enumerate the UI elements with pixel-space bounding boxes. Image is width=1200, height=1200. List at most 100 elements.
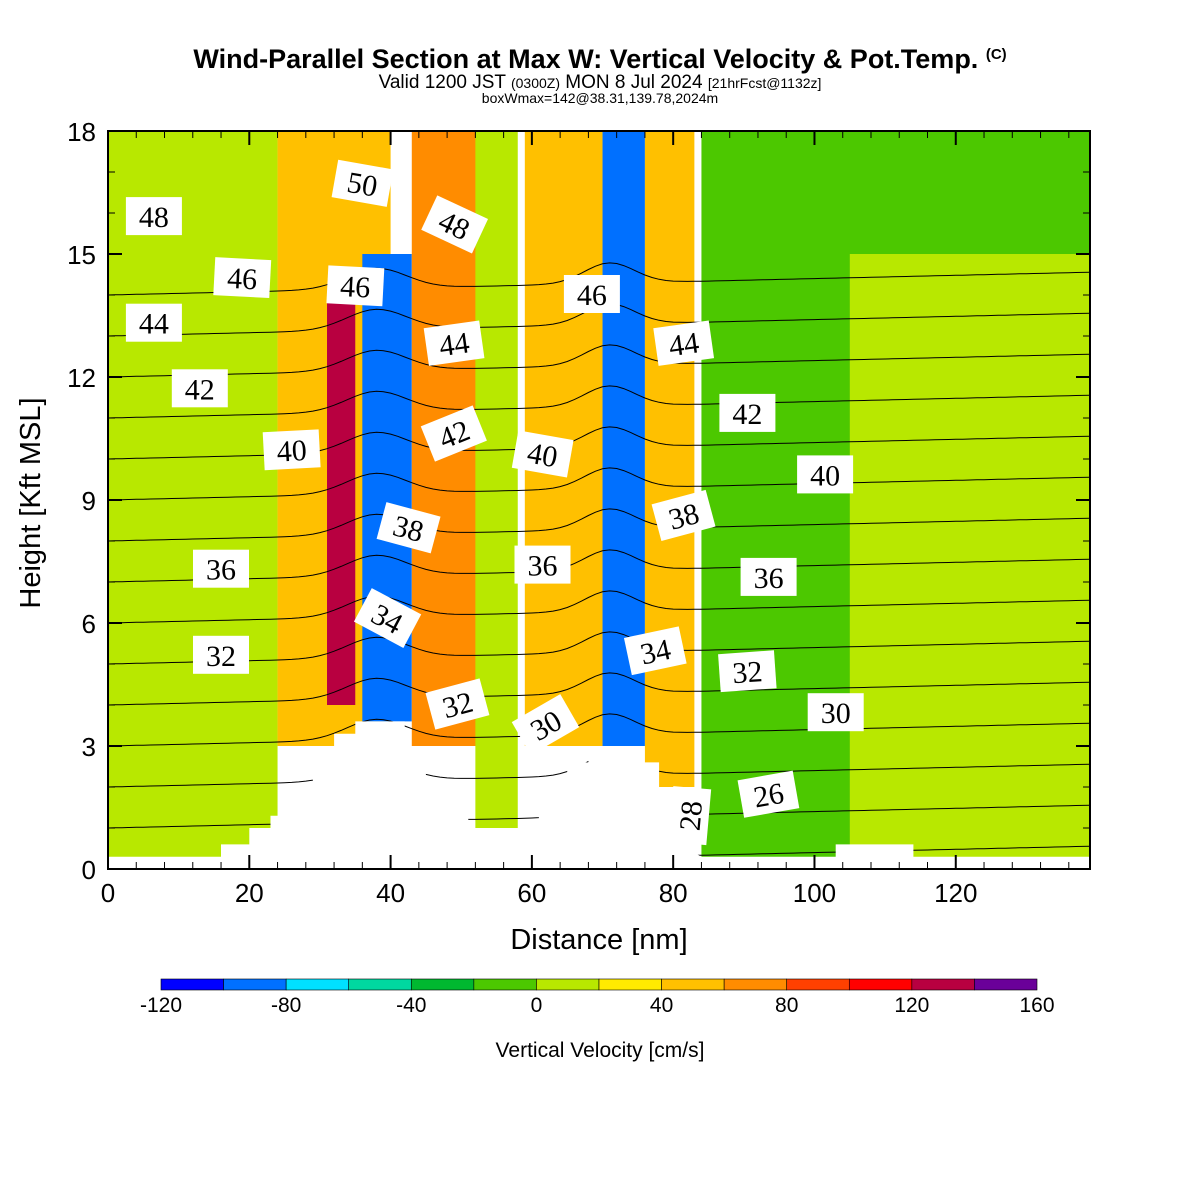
x-tick-label: 60 — [517, 878, 546, 908]
contour-label-box — [514, 545, 571, 584]
contour-label: 46 — [213, 257, 272, 299]
isentrope-line — [108, 672, 1090, 706]
contour-label-box — [668, 786, 712, 846]
copyright-mark: (C) — [985, 46, 1007, 63]
y-tick-label: 12 — [67, 363, 96, 393]
colorbar-tick-label: 80 — [775, 994, 798, 1017]
contour-label-text: 40 — [525, 437, 560, 475]
contour-label-text: 40 — [810, 459, 840, 492]
contour-label: 30 — [511, 694, 580, 756]
contour-label: 32 — [193, 635, 249, 674]
y-tick-label: 3 — [82, 732, 96, 762]
velocity-region — [644, 131, 695, 787]
colorbar-swatch — [473, 978, 537, 991]
contour-label-text: 44 — [437, 326, 471, 363]
contour-label-box — [353, 588, 422, 648]
contour-label-box — [423, 320, 485, 366]
colorbar-tick-label: 0 — [531, 994, 543, 1017]
contour-label-text: 32 — [731, 655, 763, 690]
contour-label-box — [797, 455, 854, 494]
contour-label: 38 — [376, 502, 441, 554]
isentrope-line — [108, 590, 1090, 624]
y-axis-title: Height [Kft MSL] — [15, 397, 47, 608]
valid-utc: (0300Z) — [510, 75, 560, 91]
contour-label-box — [740, 557, 797, 596]
contour-label-box — [331, 159, 394, 207]
contour-label: 42 — [171, 369, 228, 408]
contour-label: 40 — [797, 455, 854, 494]
contour-label: 44 — [125, 303, 182, 342]
contour-label-text: 36 — [206, 554, 236, 587]
terrain-mask — [108, 721, 1090, 869]
colorbar-swatch — [974, 978, 1038, 991]
contour-label-box — [511, 430, 574, 478]
isentrope-line — [108, 549, 1090, 583]
contour-label: 50 — [331, 159, 394, 207]
x-tick-label: 20 — [235, 878, 264, 908]
isentrope-line — [108, 631, 1090, 665]
contour-label-text: 32 — [206, 640, 236, 673]
colorbar-swatch — [285, 978, 350, 991]
chart-title: Wind-Parallel Section at Max W: Vertical… — [0, 44, 1200, 75]
contour-label-text: 44 — [139, 308, 169, 341]
contour-label: 36 — [193, 549, 249, 588]
contour-label-box — [563, 275, 620, 313]
contour-label-text: 46 — [226, 262, 258, 297]
velocity-region — [327, 295, 356, 705]
colorbar-swatch — [911, 978, 975, 991]
title-text: Wind-Parallel Section at Max W: Vertical… — [193, 44, 979, 74]
contour-label: 46 — [563, 275, 620, 313]
velocity-region — [475, 131, 518, 828]
contour-label-text: 42 — [185, 373, 215, 406]
contour-label-box — [425, 678, 490, 730]
colorbar-swatch — [536, 978, 600, 991]
contour-label-text: 34 — [638, 633, 674, 672]
contour-label-box — [213, 257, 272, 299]
y-tick-label: 0 — [82, 855, 96, 885]
contour-label-box — [623, 626, 687, 676]
colorbar-title: Vertical Velocity [cm/s] — [496, 1039, 705, 1062]
contour-label: 32 — [718, 650, 777, 693]
valid-fcst: [21hrFcst@1132z] — [707, 75, 822, 91]
contour-label-box — [376, 502, 441, 554]
colorbar-swatch — [786, 978, 850, 991]
valid-time: Valid 1200 JST (0300Z) MON 8 Jul 2024 [2… — [0, 73, 1200, 93]
contour-label-text: 42 — [732, 398, 762, 431]
contour-label-box — [421, 195, 489, 254]
contour-label-text: 50 — [345, 166, 380, 204]
x-tick-label: 40 — [376, 878, 405, 908]
x-tick-label: 120 — [934, 878, 977, 908]
contour-label: 34 — [623, 626, 687, 676]
contour-label-text: 30 — [821, 697, 851, 730]
colorbar-swatch — [223, 978, 287, 991]
contour-label-box — [420, 405, 487, 462]
colorbar-swatch — [848, 978, 913, 991]
isentrope-line — [108, 467, 1090, 501]
contour-label-box — [125, 197, 182, 236]
contour-label-text: 48 — [139, 201, 169, 234]
isentrope-line — [108, 508, 1090, 542]
colorbar-tick-label: 120 — [894, 994, 929, 1017]
contour-label-box — [326, 265, 385, 307]
contour-label: 30 — [807, 693, 864, 732]
contour-label-box — [653, 320, 715, 366]
y-tick-label: 9 — [82, 486, 96, 516]
x-tick-label: 0 — [101, 878, 115, 908]
contour-label-box — [262, 429, 321, 471]
contour-label-box — [719, 393, 776, 432]
contour-label: 28 — [668, 786, 712, 846]
isentrope-line — [108, 262, 1090, 296]
contour-label: 36 — [740, 557, 797, 596]
contour-label: 48 — [125, 197, 182, 236]
box-info: boxWmax=142@38.31,139.78,2024m — [481, 90, 719, 106]
velocity-region — [108, 131, 278, 869]
contour-label-box — [651, 489, 716, 542]
isentrope-line — [108, 385, 1090, 419]
colorbar-swatch — [661, 978, 725, 991]
terrain — [108, 721, 1090, 869]
velocity-region — [362, 254, 412, 722]
isentrope-line — [108, 713, 1090, 747]
